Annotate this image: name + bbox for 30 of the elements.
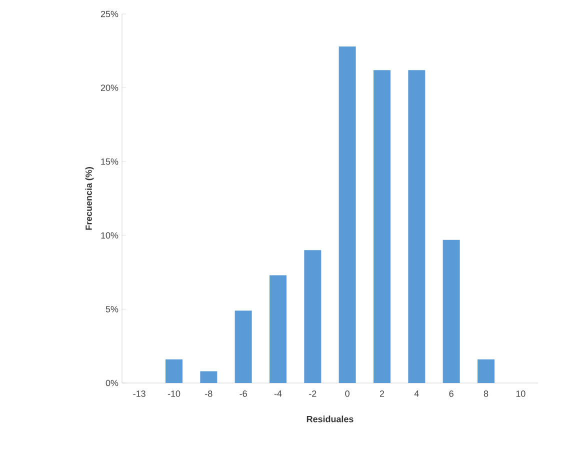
bar	[374, 70, 391, 383]
x-tick-label: 4	[414, 390, 419, 397]
x-tick-label: 10	[516, 390, 526, 397]
bar	[200, 371, 218, 383]
y-tick-label: 15%	[101, 158, 118, 165]
x-tick-label: -8	[205, 390, 212, 397]
y-tick-label: 20%	[100, 84, 118, 91]
x-tick-label: 8	[484, 390, 488, 397]
x-tick-label: 2	[380, 390, 384, 397]
x-tick-label: -6	[240, 390, 247, 397]
bar	[166, 359, 182, 383]
x-tick-label: -2	[309, 390, 316, 397]
bar	[478, 359, 495, 383]
y-tick-label: 10%	[101, 232, 118, 239]
x-axis-title: Residuales	[306, 416, 354, 422]
bar	[408, 70, 426, 383]
bar	[338, 46, 356, 383]
y-tick-label: 25%	[100, 10, 118, 18]
bar	[442, 240, 460, 383]
x-tick-label: 0	[345, 390, 350, 397]
bar	[234, 310, 252, 383]
y-tick-label: 5%	[106, 306, 118, 312]
y-axis-title: Frecuencia (%)	[85, 167, 94, 230]
x-tick-label: 6	[449, 390, 454, 397]
x-tick-label: -13	[133, 390, 146, 397]
x-tick-label: -4	[274, 390, 282, 397]
x-tick-label: -10	[168, 390, 180, 397]
y-tick-label: 0%	[106, 380, 118, 386]
bar	[304, 250, 322, 383]
bar	[270, 275, 287, 383]
